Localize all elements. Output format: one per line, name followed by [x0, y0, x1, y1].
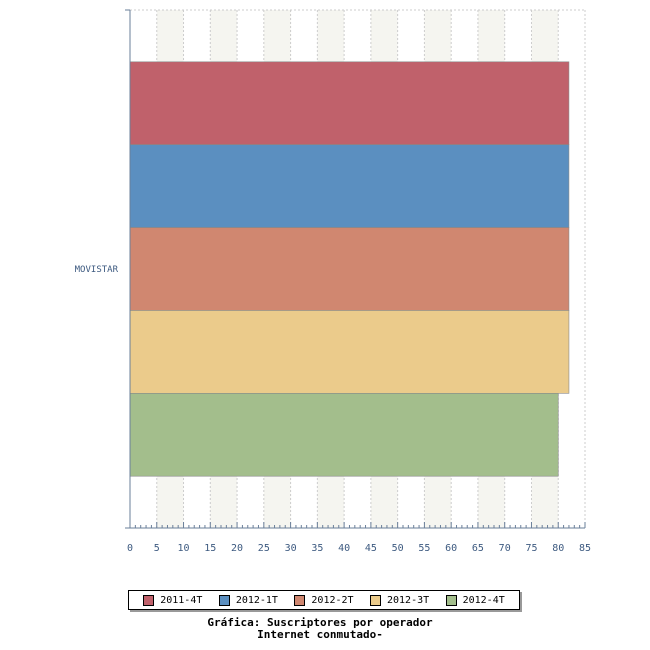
legend-swatch [218, 594, 230, 606]
legend-label: 2012-4T [462, 594, 505, 606]
x-tick-label: 35 [311, 543, 323, 554]
legend-label: 2012-3T [387, 594, 430, 606]
x-tick-label: 50 [392, 543, 404, 554]
legend-swatch [370, 594, 381, 606]
chart-title-line-1: Gráfica: Suscriptores por operador [207, 616, 433, 629]
legend-label: 2011-4T [160, 594, 203, 606]
x-tick-label: 60 [445, 543, 457, 554]
x-tick-label: 80 [552, 543, 564, 554]
legend-item: 2012-4T [445, 594, 505, 606]
bar-2012-1T [129, 144, 570, 228]
bar-2011-4T [129, 61, 570, 145]
x-tick-label: 30 [285, 543, 297, 554]
x-tick-label: 55 [418, 543, 430, 554]
bar-2012-3T [129, 310, 570, 394]
x-tick-label: 70 [499, 543, 511, 554]
legend-swatch [294, 594, 306, 606]
x-tick-labels: 0 5 10 15 20 25 30 35 40 45 50 55 60 65 70 75 80 85 [127, 543, 591, 554]
chart-title-line-2: Internet conmutado- [257, 628, 383, 641]
legend-swatch [445, 594, 457, 606]
x-tick-label: 20 [231, 543, 243, 554]
x-tick-label: 40 [338, 543, 350, 554]
bars [129, 61, 570, 477]
y-category-labels: MOVISTAR [75, 265, 119, 275]
x-tick-label: 65 [472, 543, 484, 554]
bar-chart: 0 5 10 15 20 25 30 35 40 45 50 55 60 65 70 75 80 85 MOVIS… [75, 9, 591, 554]
legend-swatch [143, 594, 155, 606]
legend: 2011-4T 2012-1T 2012-2T 2012-3T 2012-4T [128, 590, 520, 610]
y-category-label: MOVISTAR [75, 265, 119, 275]
chart-title: Gráfica: Suscriptores por operador Inter… [0, 617, 640, 641]
x-tick-label: 75 [525, 543, 537, 554]
legend-item: 2011-4T [143, 594, 203, 606]
legend-item: 2012-3T [370, 594, 430, 606]
bar-2012-2T [129, 227, 570, 311]
x-tick-label: 10 [178, 543, 190, 554]
legend-label: 2012-2T [311, 594, 354, 606]
legend-item: 2012-2T [294, 594, 354, 606]
legend-label: 2012-1T [235, 594, 278, 606]
x-tick-label: 85 [579, 543, 591, 554]
bar-2012-4T [129, 393, 559, 477]
x-tick-label: 25 [258, 543, 270, 554]
x-tick-label: 5 [154, 543, 160, 554]
x-tick-label: 45 [365, 543, 377, 554]
x-tick-label: 15 [204, 543, 216, 554]
axes [125, 9, 586, 529]
x-tick-label: 0 [127, 543, 133, 554]
legend-item: 2012-1T [218, 594, 278, 606]
